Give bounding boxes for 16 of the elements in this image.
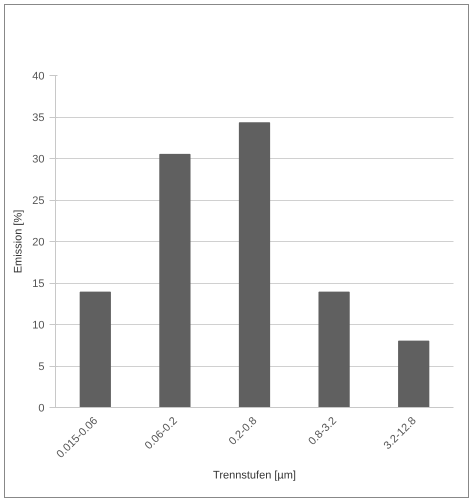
bar xyxy=(238,122,270,408)
y-tick-label: 20 xyxy=(32,236,45,248)
y-tick-label: 5 xyxy=(38,361,45,373)
x-axis-title: Trennstufen [µm] xyxy=(213,469,296,482)
y-tick-label: 35 xyxy=(32,112,45,124)
bar xyxy=(398,340,430,408)
bar xyxy=(318,292,350,408)
y-tick-label: 30 xyxy=(32,154,45,166)
y-tick-label: 15 xyxy=(32,278,45,290)
y-tick-label: 25 xyxy=(32,195,45,207)
y-axis-title: Emission [%] xyxy=(12,210,24,274)
y-tick-label: 10 xyxy=(32,320,45,332)
bar xyxy=(80,292,111,408)
y-tick-label: 40 xyxy=(32,70,45,82)
bar xyxy=(159,154,191,408)
y-tick-label: 0 xyxy=(38,402,45,414)
